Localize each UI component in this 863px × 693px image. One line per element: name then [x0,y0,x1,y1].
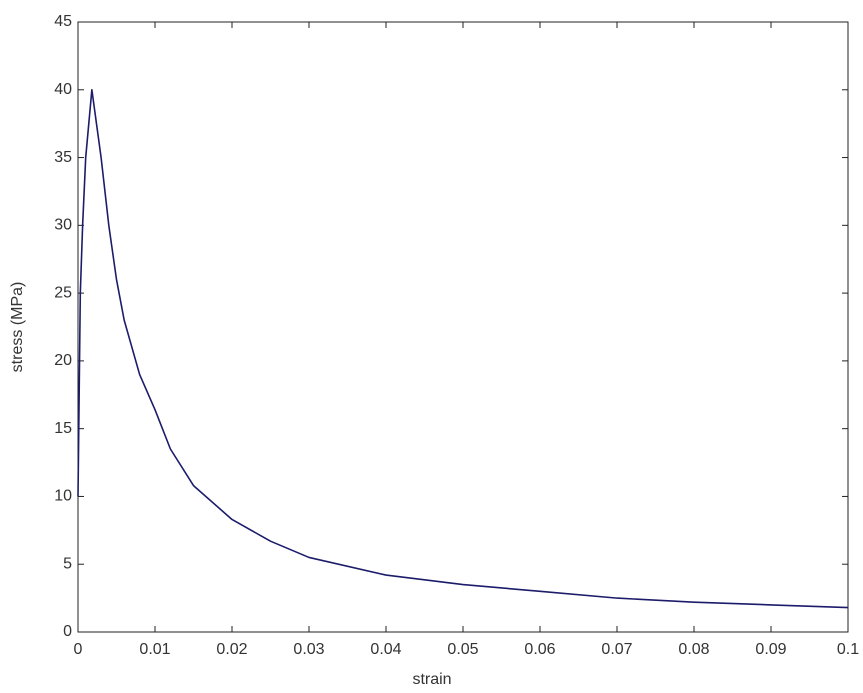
y-tick-label: 5 [63,555,72,572]
y-tick-label: 35 [54,149,72,166]
y-tick-label: 15 [54,420,72,437]
x-tick-label: 0.01 [139,641,170,658]
x-tick-label: 0.02 [216,641,247,658]
y-tick-label: 10 [54,488,72,505]
x-tick-label: 0.05 [447,641,478,658]
y-tick-label: 0 [63,623,72,640]
x-axis-label: strain [412,671,451,688]
x-tick-label: 0.1 [837,641,859,658]
x-tick-label: 0.06 [524,641,555,658]
x-tick-label: 0.04 [370,641,401,658]
y-tick-label: 40 [54,81,72,98]
y-tick-label: 30 [54,217,72,234]
x-tick-label: 0.03 [293,641,324,658]
x-tick-label: 0 [74,641,83,658]
y-tick-label: 20 [54,352,72,369]
y-axis-label: stress (MPa) [9,282,26,373]
y-tick-label: 25 [54,284,72,301]
x-tick-label: 0.08 [678,641,709,658]
x-tick-label: 0.09 [755,641,786,658]
plot-frame [77,21,849,633]
data-line [77,88,849,609]
x-tick-label: 0.07 [601,641,632,658]
y-tick-label: 45 [54,13,72,30]
